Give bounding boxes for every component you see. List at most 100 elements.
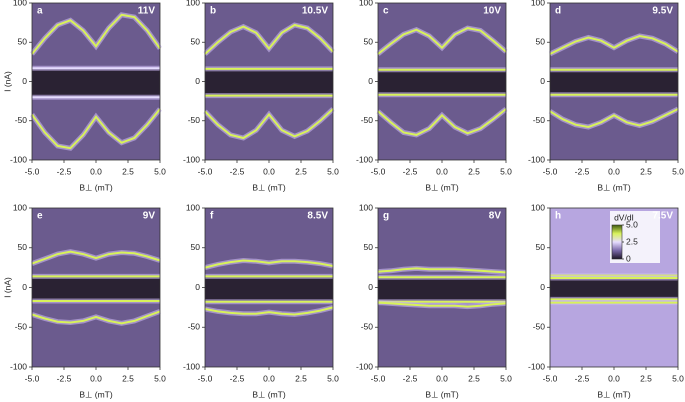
y-tick-label: 0 [540,76,545,86]
x-tick-label: -2.5 [575,373,590,383]
x-tick-label: 5.0 [672,166,684,176]
y-tick-label: 0 [195,282,200,292]
x-tick-label: 0.0 [436,166,448,176]
panel-label: b [210,6,216,17]
curve [377,301,507,308]
panel: -5.0 -2.5 0.0 2.5 5.0 -100 -50 0 50 100 B⊥ (mT) I (… [2,202,166,399]
panel-title: 7.5V [652,211,673,222]
y-tick-label: 100 [186,202,200,212]
y-tick-label: 100 [531,202,545,212]
x-tick-label: -5.0 [198,166,213,176]
x-tick-label: 2.5 [468,373,480,383]
curve [31,13,161,55]
y-tick-label: 50 [364,37,374,47]
panel-title: 8V [489,211,502,222]
y-tick-label: -50 [533,115,546,125]
x-tick-label: -2.5 [403,373,418,383]
y-tick-label: 0 [22,282,27,292]
x-axis-label: B⊥ (mT) [597,182,631,192]
panel-label: g [383,211,389,222]
y-tick-label: 50 [18,242,28,252]
x-tick-label: 2.5 [295,166,307,176]
x-tick-label: 5.0 [327,166,339,176]
curve [31,250,161,265]
curve [549,34,679,55]
band [550,69,678,95]
y-tick-label: 0 [540,282,545,292]
y-tick-label: 100 [186,0,200,7]
panel-label: h [555,211,561,222]
y-tick-label: 0 [368,282,373,292]
x-tick-label: 2.5 [640,166,652,176]
panel-title: 9.5V [652,6,673,17]
x-axis-label: B⊥ (mT) [252,182,286,192]
y-tick-label: 100 [13,202,27,212]
x-tick-label: -5.0 [25,166,40,176]
y-tick-label: -50 [15,322,28,332]
y-tick-label: -100 [183,154,200,164]
curve [204,108,334,140]
y-tick-label: 50 [191,37,201,47]
panel-label: d [555,6,561,17]
x-tick-label: 5.0 [154,166,166,176]
panel: -5.0 -2.5 0.0 2.5 5.0 -100 -50 0 50 100 B⊥ (mT) b 10… [183,0,339,192]
y-tick-label: -50 [361,115,374,125]
y-tick-label: 50 [364,242,374,252]
x-tick-label: 0.0 [608,373,620,383]
panel: -5.0 -2.5 0.0 2.5 5.0 -100 -50 0 50 100 B⊥ (mT) c 10… [356,0,512,192]
x-tick-label: 0.0 [263,166,275,176]
curve [204,23,334,55]
x-tick-label: -2.5 [230,373,245,383]
y-tick-label: 100 [359,0,373,7]
x-tick-label: -5.0 [25,373,40,383]
band [32,68,160,98]
x-tick-label: 5.0 [154,373,166,383]
y-tick-label: -100 [10,154,27,164]
x-tick-label: 2.5 [640,373,652,383]
band [378,69,506,95]
y-tick-label: 0 [22,76,27,86]
y-tick-label: -50 [533,322,546,332]
panel-label: e [37,211,43,222]
curve [31,108,161,150]
x-tick-label: -5.0 [543,166,558,176]
curve [377,267,507,274]
y-tick-label: 50 [191,242,201,252]
y-tick-label: -50 [15,115,28,125]
band [378,277,506,302]
panel-title: 8.5V [307,211,328,222]
panel-title: 11V [138,6,156,17]
x-axis-label: B⊥ (mT) [79,389,113,399]
x-tick-label: 2.5 [122,373,134,383]
x-tick-label: -2.5 [403,166,418,176]
x-tick-label: -5.0 [198,373,213,383]
x-tick-label: -2.5 [575,166,590,176]
band [205,276,333,302]
x-tick-label: -2.5 [230,166,245,176]
x-tick-label: 5.0 [500,373,512,383]
x-axis-label: B⊥ (mT) [425,389,459,399]
y-tick-label: -100 [528,154,545,164]
curve [377,27,507,55]
y-tick-label: 0 [195,76,200,86]
x-tick-label: -2.5 [57,373,72,383]
colorbar-tick-label: 2.5 [626,236,638,246]
panel-title: 9V [143,211,156,222]
y-tick-label: -100 [10,361,27,371]
x-tick-label: -5.0 [371,166,386,176]
x-tick-label: 2.5 [468,166,480,176]
panel-label: c [383,6,389,17]
band [550,277,678,300]
panel: -5.0 -2.5 0.0 2.5 5.0 -100 -50 0 50 100 B⊥ (mT) h 7.… [528,202,684,399]
panel: -5.0 -2.5 0.0 2.5 5.0 -100 -50 0 50 100 B⊥ (mT) g 8V [356,202,512,399]
x-tick-label: -2.5 [57,166,72,176]
curve [31,310,161,325]
x-axis-label: B⊥ (mT) [425,182,459,192]
x-tick-label: 2.5 [122,166,134,176]
y-tick-label: -50 [188,322,201,332]
x-tick-label: 5.0 [500,166,512,176]
panel-title: 10.5V [302,6,328,17]
y-tick-label: 0 [368,76,373,86]
x-tick-label: 0.0 [436,373,448,383]
